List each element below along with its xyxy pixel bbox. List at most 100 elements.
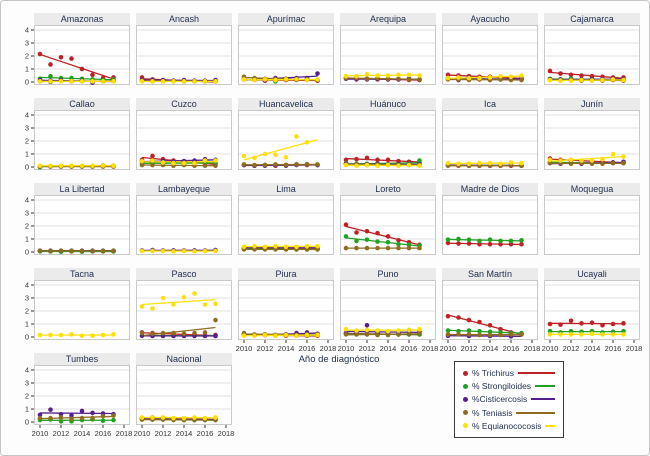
series-equianococosis <box>241 332 320 338</box>
facet-plot <box>136 110 232 170</box>
legend: % Trichirus % Strongiloides %Cisticercosis… <box>454 361 564 438</box>
data-points <box>343 155 422 168</box>
data-points <box>37 407 116 424</box>
series-equianococosis <box>37 163 116 168</box>
y-tick-label: 3 <box>25 39 29 48</box>
facet-title: La Libertad <box>34 183 130 195</box>
x-tick-label: 2010 <box>338 344 355 353</box>
x-tick-label: 2012 <box>461 344 478 353</box>
legend-line-sample <box>518 372 555 375</box>
facet-plot <box>136 280 232 340</box>
facet-plot: 2010 2012 2014 2016 2018 <box>542 280 642 353</box>
x-tick-label: 2018 <box>422 344 439 353</box>
y-tick-label: 4 <box>25 366 29 375</box>
facet-plot: 2010 2012 2014 2016 2018 <box>236 280 336 353</box>
facet-plot: 0 1 2 3 4 <box>25 110 130 172</box>
series-equianococosis <box>445 160 524 167</box>
facet-plot: 0 1 2 3 4 <box>25 195 130 257</box>
series-equianococosis <box>547 331 626 337</box>
facet-madre-de-dios: Madre de Dios <box>442 183 538 255</box>
y-tick-label: 4 <box>25 111 29 120</box>
series-trichirus <box>37 51 116 81</box>
x-tick-label: 2012 <box>53 429 70 438</box>
facet-plot <box>340 110 436 170</box>
x-tick-label: 2014 <box>482 344 499 353</box>
x-tick-label: 2010 <box>236 344 253 353</box>
legend-marker-icon <box>463 410 468 416</box>
x-tick-label: 2016 <box>401 344 418 353</box>
x-tick-label: 2012 <box>257 344 274 353</box>
series-trichirus <box>343 155 422 165</box>
series-equianococosis <box>139 291 218 311</box>
data-points <box>547 318 626 337</box>
data-points <box>547 68 626 83</box>
fit-line-trichirus <box>39 53 114 80</box>
data-points <box>241 330 320 338</box>
facet-loreto: Loreto <box>340 183 436 255</box>
facet-plot <box>238 195 334 255</box>
facet-plot: 0 1 2 3 4 <box>25 280 130 342</box>
legend-line-sample <box>535 385 555 388</box>
facet-tumbes: Tumbes 0 1 2 3 4 2010 2012 2014 2016 2018 <box>25 353 132 438</box>
y-tick-label: 2 <box>25 52 29 61</box>
legend-label: % Trichirus <box>472 368 515 379</box>
series-teniasis <box>343 330 422 338</box>
legend-marker-icon <box>463 396 468 402</box>
facet-tacna: Tacna 0 1 2 3 4 <box>25 268 130 342</box>
data-points <box>241 134 320 168</box>
y-tick-label: 1 <box>25 320 29 329</box>
legend-marker-icon <box>463 370 468 376</box>
facet-title: Lambayeque <box>136 183 232 195</box>
facet-plot: 0 1 2 3 4 <box>25 25 130 87</box>
x-tick-label: 2016 <box>299 344 316 353</box>
y-tick-label: 1 <box>25 405 29 414</box>
x-tick-label: 2016 <box>95 429 112 438</box>
y-tick-label: 1 <box>25 65 29 74</box>
data-points <box>37 163 116 170</box>
facet-plot <box>238 110 334 170</box>
facet-title: Callao <box>34 98 130 110</box>
facet-ancash: Ancash <box>136 13 232 85</box>
x-tick-label: 2012 <box>155 429 172 438</box>
data-points <box>37 51 116 85</box>
facet-apurímac: Apurímac <box>238 13 334 85</box>
legend-marker-icon <box>463 423 468 429</box>
facet-title: Nacional <box>136 353 232 365</box>
facet-plot <box>442 110 538 170</box>
facet-amazonas: Amazonas 0 1 2 3 4 <box>25 13 130 87</box>
x-tick-label: 2018 <box>116 429 133 438</box>
facet-title: Huánuco <box>340 98 436 110</box>
facet-title: Tacna <box>34 268 130 280</box>
facet-plot <box>340 25 436 85</box>
facet-plot <box>238 25 334 85</box>
facet-title: Madre de Dios <box>442 183 538 195</box>
facet-title: Loreto <box>340 183 436 195</box>
y-tick-label: 0 <box>25 418 29 427</box>
facet-title: Amazonas <box>34 13 130 25</box>
facet-plot <box>544 195 640 255</box>
y-tick-label: 1 <box>25 235 29 244</box>
facet-piura: Piura 2010 2012 2014 2016 2018 <box>236 268 336 353</box>
x-tick-label: 2014 <box>278 344 295 353</box>
fit-line-equianococosis <box>141 298 216 306</box>
series-equianococosis <box>139 79 218 84</box>
facet-plot: 2010 2012 2014 2016 2018 <box>440 280 540 353</box>
facet-plot <box>442 195 538 255</box>
data-points <box>445 160 524 168</box>
series-teniasis <box>343 245 422 251</box>
series-equianococosis <box>37 79 116 84</box>
series-trichirus <box>547 318 626 328</box>
facet-ayacucho: Ayacucho <box>442 13 538 85</box>
facet-la-libertad: La Libertad 0 1 2 3 4 <box>25 183 130 257</box>
series-teniasis <box>241 162 320 168</box>
facet-lambayeque: Lambayeque <box>136 183 232 255</box>
y-tick-label: 2 <box>25 307 29 316</box>
series-equianococosis <box>139 415 218 421</box>
data-points <box>343 222 422 251</box>
x-tick-label: 2012 <box>359 344 376 353</box>
facet-plot <box>544 110 640 170</box>
facet-title: Tumbes <box>34 353 130 365</box>
y-tick-label: 2 <box>25 222 29 231</box>
facet-san-martín: San Martín 2010 2012 2014 2016 2018 <box>440 268 540 353</box>
